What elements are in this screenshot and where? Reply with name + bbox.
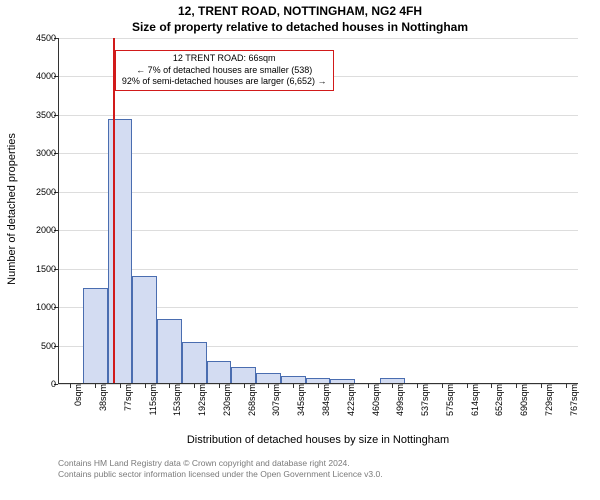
x-tick-label: 307sqm [271, 384, 281, 416]
y-tick-label: 4000 [36, 71, 58, 81]
x-tick-mark [491, 384, 492, 388]
x-tick-mark [120, 384, 121, 388]
x-tick-mark [145, 384, 146, 388]
y-tick-label: 4500 [36, 33, 58, 43]
grid-line [58, 230, 578, 231]
chart-title-subtitle: Size of property relative to detached ho… [0, 20, 600, 34]
annotation-line-2: ← 7% of detached houses are smaller (538… [122, 65, 327, 77]
x-tick-mark [318, 384, 319, 388]
histogram-bar [157, 319, 182, 384]
x-tick-label: 268sqm [247, 384, 257, 416]
histogram-bar [182, 342, 207, 384]
y-axis-label: Number of detached properties [6, 36, 18, 382]
grid-line [58, 115, 578, 116]
x-tick-mark [343, 384, 344, 388]
y-tick-label: 2000 [36, 225, 58, 235]
x-tick-label: 499sqm [395, 384, 405, 416]
footnote: Contains HM Land Registry data © Crown c… [58, 458, 383, 480]
x-tick-label: 575sqm [445, 384, 455, 416]
grid-line [58, 192, 578, 193]
annotation-line-3: 92% of semi-detached houses are larger (… [122, 76, 327, 88]
x-tick-label: 153sqm [172, 384, 182, 416]
y-tick-label: 3500 [36, 110, 58, 120]
x-tick-label: 460sqm [371, 384, 381, 416]
x-axis-label: Distribution of detached houses by size … [58, 434, 578, 446]
histogram-bar [207, 361, 232, 384]
y-axis-line [58, 38, 59, 384]
x-tick-mark [516, 384, 517, 388]
x-tick-mark [95, 384, 96, 388]
x-tick-mark [293, 384, 294, 388]
x-tick-label: 729sqm [544, 384, 554, 416]
x-tick-mark [566, 384, 567, 388]
x-tick-mark [194, 384, 195, 388]
x-tick-label: 767sqm [569, 384, 579, 416]
histogram-bar [231, 367, 256, 384]
x-tick-mark [244, 384, 245, 388]
footnote-line-1: Contains HM Land Registry data © Crown c… [58, 458, 350, 468]
x-tick-label: 422sqm [346, 384, 356, 416]
x-tick-label: 38sqm [98, 384, 108, 411]
x-tick-mark [219, 384, 220, 388]
x-tick-mark [392, 384, 393, 388]
plot-area: 0500100015002000250030003500400045000sqm… [58, 38, 578, 384]
y-tick-label: 1000 [36, 302, 58, 312]
y-tick-label: 0 [51, 379, 58, 389]
annotation-line-1: 12 TRENT ROAD: 66sqm [122, 53, 327, 65]
y-tick-label: 2500 [36, 187, 58, 197]
y-tick-label: 1500 [36, 264, 58, 274]
grid-line [58, 153, 578, 154]
y-tick-label: 3000 [36, 148, 58, 158]
footnote-line-2: Contains public sector information licen… [58, 469, 383, 479]
x-tick-label: 614sqm [470, 384, 480, 416]
grid-line [58, 38, 578, 39]
x-tick-label: 0sqm [73, 384, 83, 406]
annotation-box: 12 TRENT ROAD: 66sqm← 7% of detached hou… [115, 50, 334, 91]
x-tick-label: 652sqm [494, 384, 504, 416]
x-tick-label: 537sqm [420, 384, 430, 416]
x-tick-label: 230sqm [222, 384, 232, 416]
chart-title-address: 12, TRENT ROAD, NOTTINGHAM, NG2 4FH [0, 4, 600, 18]
x-tick-label: 192sqm [197, 384, 207, 416]
histogram-bar [108, 119, 133, 384]
histogram-bar [83, 288, 108, 384]
x-tick-mark [268, 384, 269, 388]
x-tick-label: 115sqm [148, 384, 158, 415]
histogram-bar [132, 276, 157, 384]
x-tick-mark [541, 384, 542, 388]
chart-container: 12, TRENT ROAD, NOTTINGHAM, NG2 4FH Size… [0, 0, 600, 500]
x-tick-label: 690sqm [519, 384, 529, 416]
x-axis-line [58, 383, 578, 384]
y-tick-label: 500 [41, 341, 58, 351]
x-tick-mark [442, 384, 443, 388]
x-tick-mark [169, 384, 170, 388]
x-tick-label: 77sqm [123, 384, 133, 411]
x-tick-label: 384sqm [321, 384, 331, 416]
x-tick-mark [70, 384, 71, 388]
x-tick-mark [417, 384, 418, 388]
grid-line [58, 269, 578, 270]
x-tick-mark [368, 384, 369, 388]
x-tick-mark [467, 384, 468, 388]
x-tick-label: 345sqm [296, 384, 306, 416]
